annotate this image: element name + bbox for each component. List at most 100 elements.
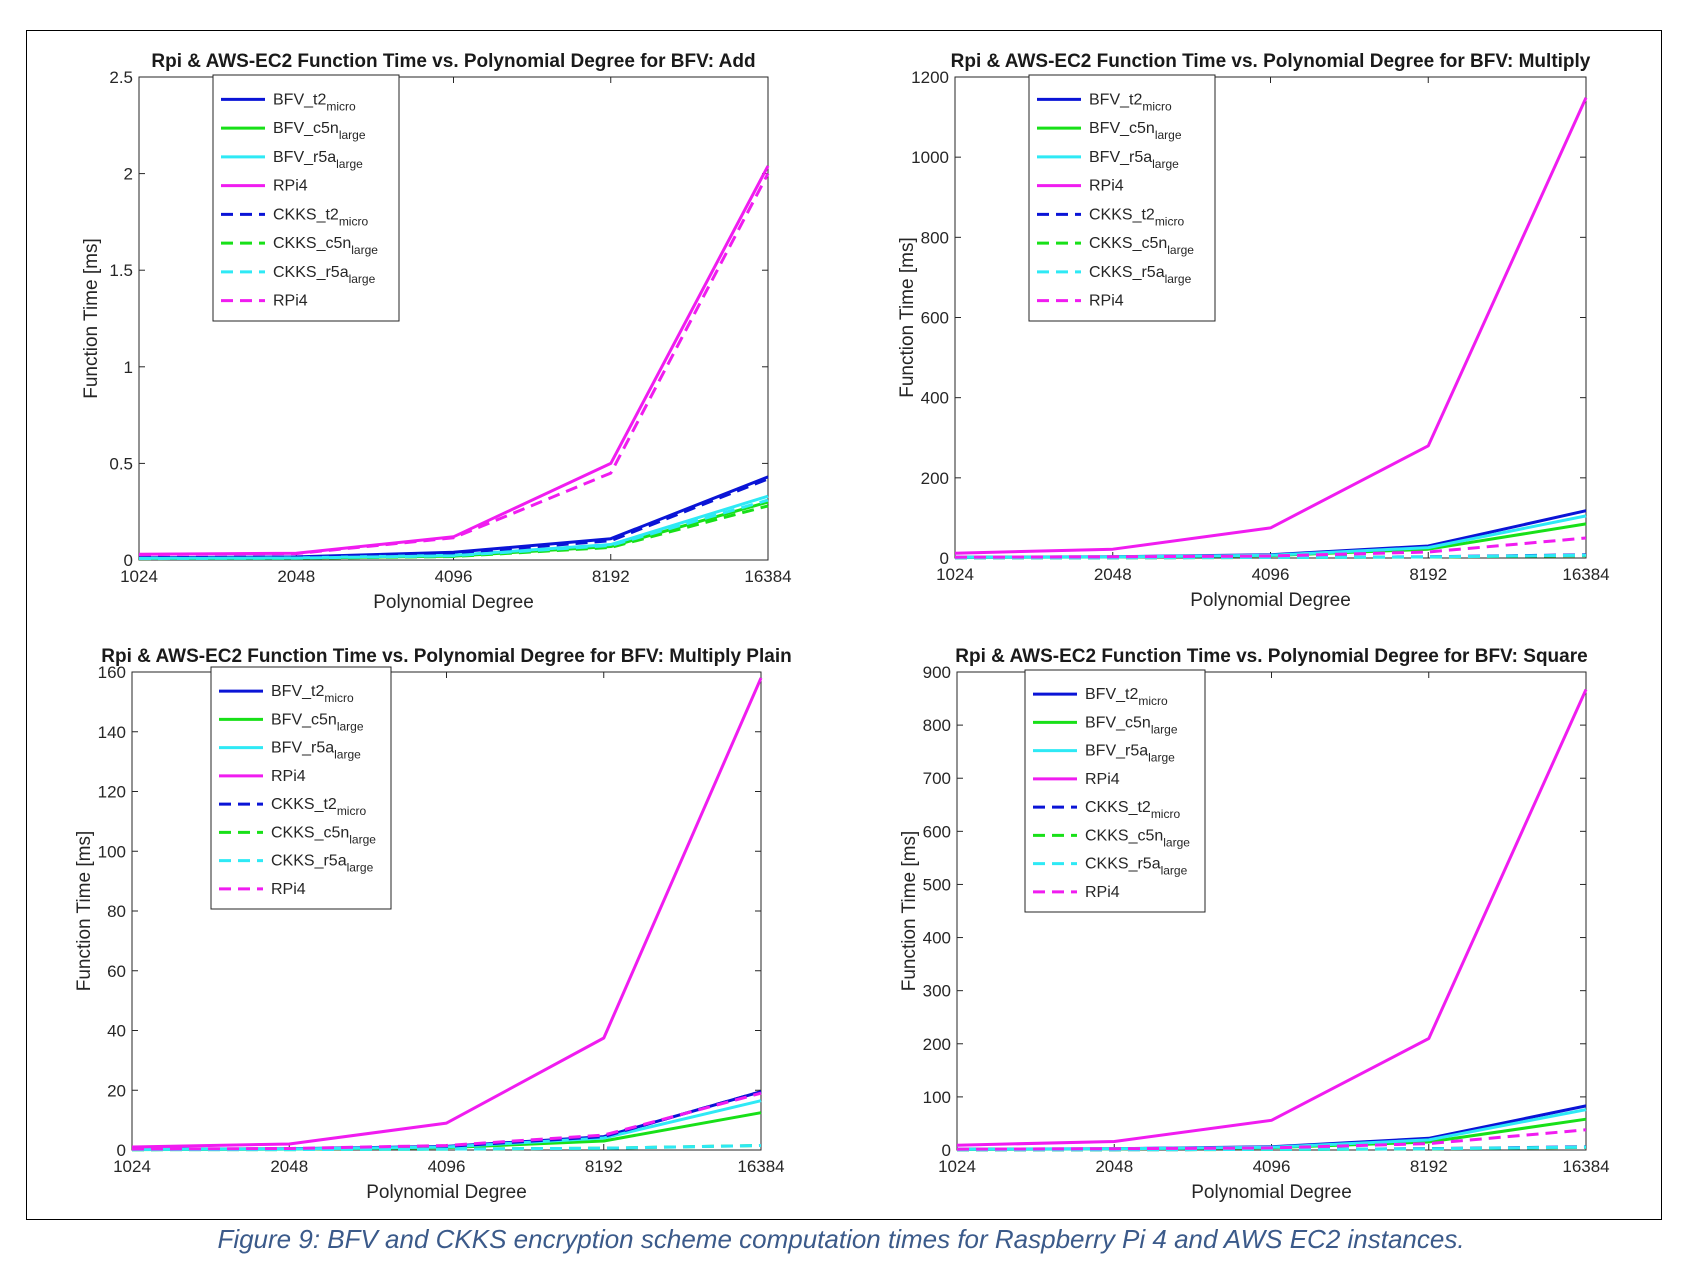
chart-svg: 0 20 40 60 80 100 120 140 160 1024 2048 4096 8192 163…	[74, 646, 792, 1203]
legend-label: RPi4	[273, 293, 308, 310]
legend-label: RPi4	[273, 178, 308, 195]
legend-label: BFV_r5alarge	[1085, 743, 1175, 765]
x-tick-label: 2048	[1095, 1157, 1133, 1176]
x-tick-label: 8192	[592, 567, 630, 586]
series-line	[131, 1090, 762, 1151]
x-tick-label: 4096	[1253, 1157, 1291, 1176]
series-line	[138, 172, 770, 557]
series-line	[131, 677, 763, 1149]
y-tick-label: 160	[98, 663, 126, 682]
x-tick-label: 8192	[1409, 565, 1447, 584]
y-tick-label: 0	[942, 1141, 951, 1160]
x-axis-label: Polynomial Degree	[366, 1182, 527, 1203]
legend-label: CKKS_r5alarge	[1089, 264, 1192, 286]
series-line	[956, 1128, 1587, 1151]
x-tick-label: 4096	[428, 1157, 466, 1176]
chart-title: Rpi & AWS-EC2 Function Time vs. Polynomi…	[151, 51, 755, 72]
series-line	[954, 536, 1587, 559]
y-tick-label: 40	[107, 1022, 126, 1041]
legend-box	[1028, 74, 1216, 322]
figure-caption: Figure 9: BFV and CKKS encryption scheme…	[217, 1224, 1465, 1254]
y-tick-label: 2	[124, 165, 133, 184]
y-tick-label: 200	[921, 469, 949, 488]
y-tick-label: 800	[923, 716, 951, 735]
x-tick-label: 8192	[585, 1157, 623, 1176]
y-axis-label: Function Time [ms]	[81, 238, 102, 399]
y-tick-label: 100	[98, 842, 126, 861]
x-tick-label: 1024	[938, 1157, 976, 1176]
legend-label: BFV_r5alarge	[1089, 149, 1179, 171]
legend-label: CKKS_r5alarge	[273, 264, 376, 286]
legend-label: RPi4	[271, 881, 306, 898]
series-line	[138, 498, 769, 560]
legend-label: CKKS_c5nlarge	[271, 824, 376, 846]
y-axis-label: Function Time [ms]	[74, 831, 95, 992]
x-tick-label: 1024	[120, 567, 158, 586]
x-tick-label: 1024	[936, 565, 974, 584]
chart-svg: 0 0.5 1 1.5 2 2.5 1024 2048 4096 8192 16384 Polynom…	[81, 51, 792, 613]
legend-label: BFV_c5nlarge	[271, 711, 364, 733]
legend-label: CKKS_t2micro	[1089, 206, 1184, 228]
chart-title: Rpi & AWS-EC2 Function Time vs. Polynomi…	[951, 51, 1591, 72]
y-tick-label: 140	[98, 723, 126, 742]
legend-label: CKKS_c5nlarge	[273, 235, 378, 257]
y-tick-label: 0.5	[109, 454, 133, 473]
legend-label: BFV_r5alarge	[273, 149, 363, 171]
y-tick-label: 400	[921, 389, 949, 408]
y-tick-label: 0	[124, 551, 133, 570]
legend: BFV_t2micro BFV_c5nlarge BFV_r5alarge RPi4 C…	[1028, 74, 1216, 322]
legend: BFV_t2micro BFV_c5nlarge BFV_r5alarge RPi4 C…	[1024, 669, 1206, 913]
y-tick-label: 0	[940, 549, 949, 568]
chart-title: Rpi & AWS-EC2 Function Time vs. Polynomi…	[955, 646, 1587, 667]
x-tick-label: 16384	[1562, 565, 1609, 584]
series-line	[131, 1090, 762, 1151]
y-tick-label: 2.5	[109, 68, 133, 87]
x-axis-label: Polynomial Degree	[373, 592, 534, 613]
legend-label: CKKS_t2micro	[273, 206, 368, 228]
x-tick-label: 4096	[1252, 565, 1290, 584]
legend-label: RPi4	[1085, 771, 1120, 788]
y-tick-label: 600	[923, 822, 951, 841]
legend-label: RPi4	[1085, 884, 1120, 901]
legend-label: BFV_c5nlarge	[1089, 120, 1182, 142]
series-line	[956, 688, 1588, 1147]
legend-label: CKKS_r5alarge	[271, 853, 374, 875]
x-tick-label: 8192	[1410, 1157, 1448, 1176]
legend-label: BFV_c5nlarge	[273, 120, 366, 142]
x-tick-label: 16384	[1562, 1157, 1609, 1176]
y-tick-label: 80	[107, 902, 126, 921]
legend-label: CKKS_r5alarge	[1085, 856, 1188, 878]
legend-label: BFV_r5alarge	[271, 740, 361, 762]
y-tick-label: 20	[107, 1081, 126, 1100]
chart-title: Rpi & AWS-EC2 Function Time vs. Polynomi…	[101, 646, 791, 667]
y-tick-label: 900	[923, 663, 951, 682]
y-tick-label: 1200	[911, 68, 949, 87]
chart-svg: 0 200 400 600 800 1000 1200 1024 2048 4096 8192 163…	[897, 51, 1610, 611]
legend-label: CKKS_t2micro	[271, 796, 366, 818]
series-line	[138, 477, 769, 560]
x-tick-label: 2048	[277, 567, 315, 586]
x-tick-label: 1024	[113, 1157, 151, 1176]
y-tick-label: 1	[124, 358, 133, 377]
y-tick-label: 0	[117, 1141, 126, 1160]
y-tick-label: 500	[923, 875, 951, 894]
chart-multiply-plain: 0 20 40 60 80 100 120 140 160 1024 2048 4096 8192 163…	[26, 625, 844, 1220]
legend: BFV_t2micro BFV_c5nlarge BFV_r5alarge RPi4 C…	[210, 666, 392, 910]
y-tick-label: 100	[923, 1088, 951, 1107]
y-tick-label: 60	[107, 962, 126, 981]
legend-label: BFV_c5nlarge	[1085, 714, 1178, 736]
chart-multiply: 0 200 400 600 800 1000 1200 1024 2048 4096 8192 163…	[844, 30, 1662, 625]
y-tick-label: 120	[98, 783, 126, 802]
y-tick-label: 1000	[911, 148, 949, 167]
legend-label: CKKS_c5nlarge	[1085, 827, 1190, 849]
chart-square: 0 100 200 300 400 500 600 700 800 900 1024 2048 4096…	[844, 625, 1662, 1220]
legend-label: RPi4	[1089, 178, 1124, 195]
y-tick-label: 700	[923, 769, 951, 788]
legend-label: CKKS_t2micro	[1085, 799, 1180, 821]
chart-svg: 0 100 200 300 400 500 600 700 800 900 1024 2048 4096…	[899, 646, 1610, 1203]
y-tick-label: 800	[921, 228, 949, 247]
x-tick-label: 2048	[1094, 565, 1132, 584]
legend-label: BFV_t2micro	[271, 683, 354, 705]
legend-box	[212, 74, 400, 322]
legend-label: BFV_t2micro	[273, 91, 356, 113]
